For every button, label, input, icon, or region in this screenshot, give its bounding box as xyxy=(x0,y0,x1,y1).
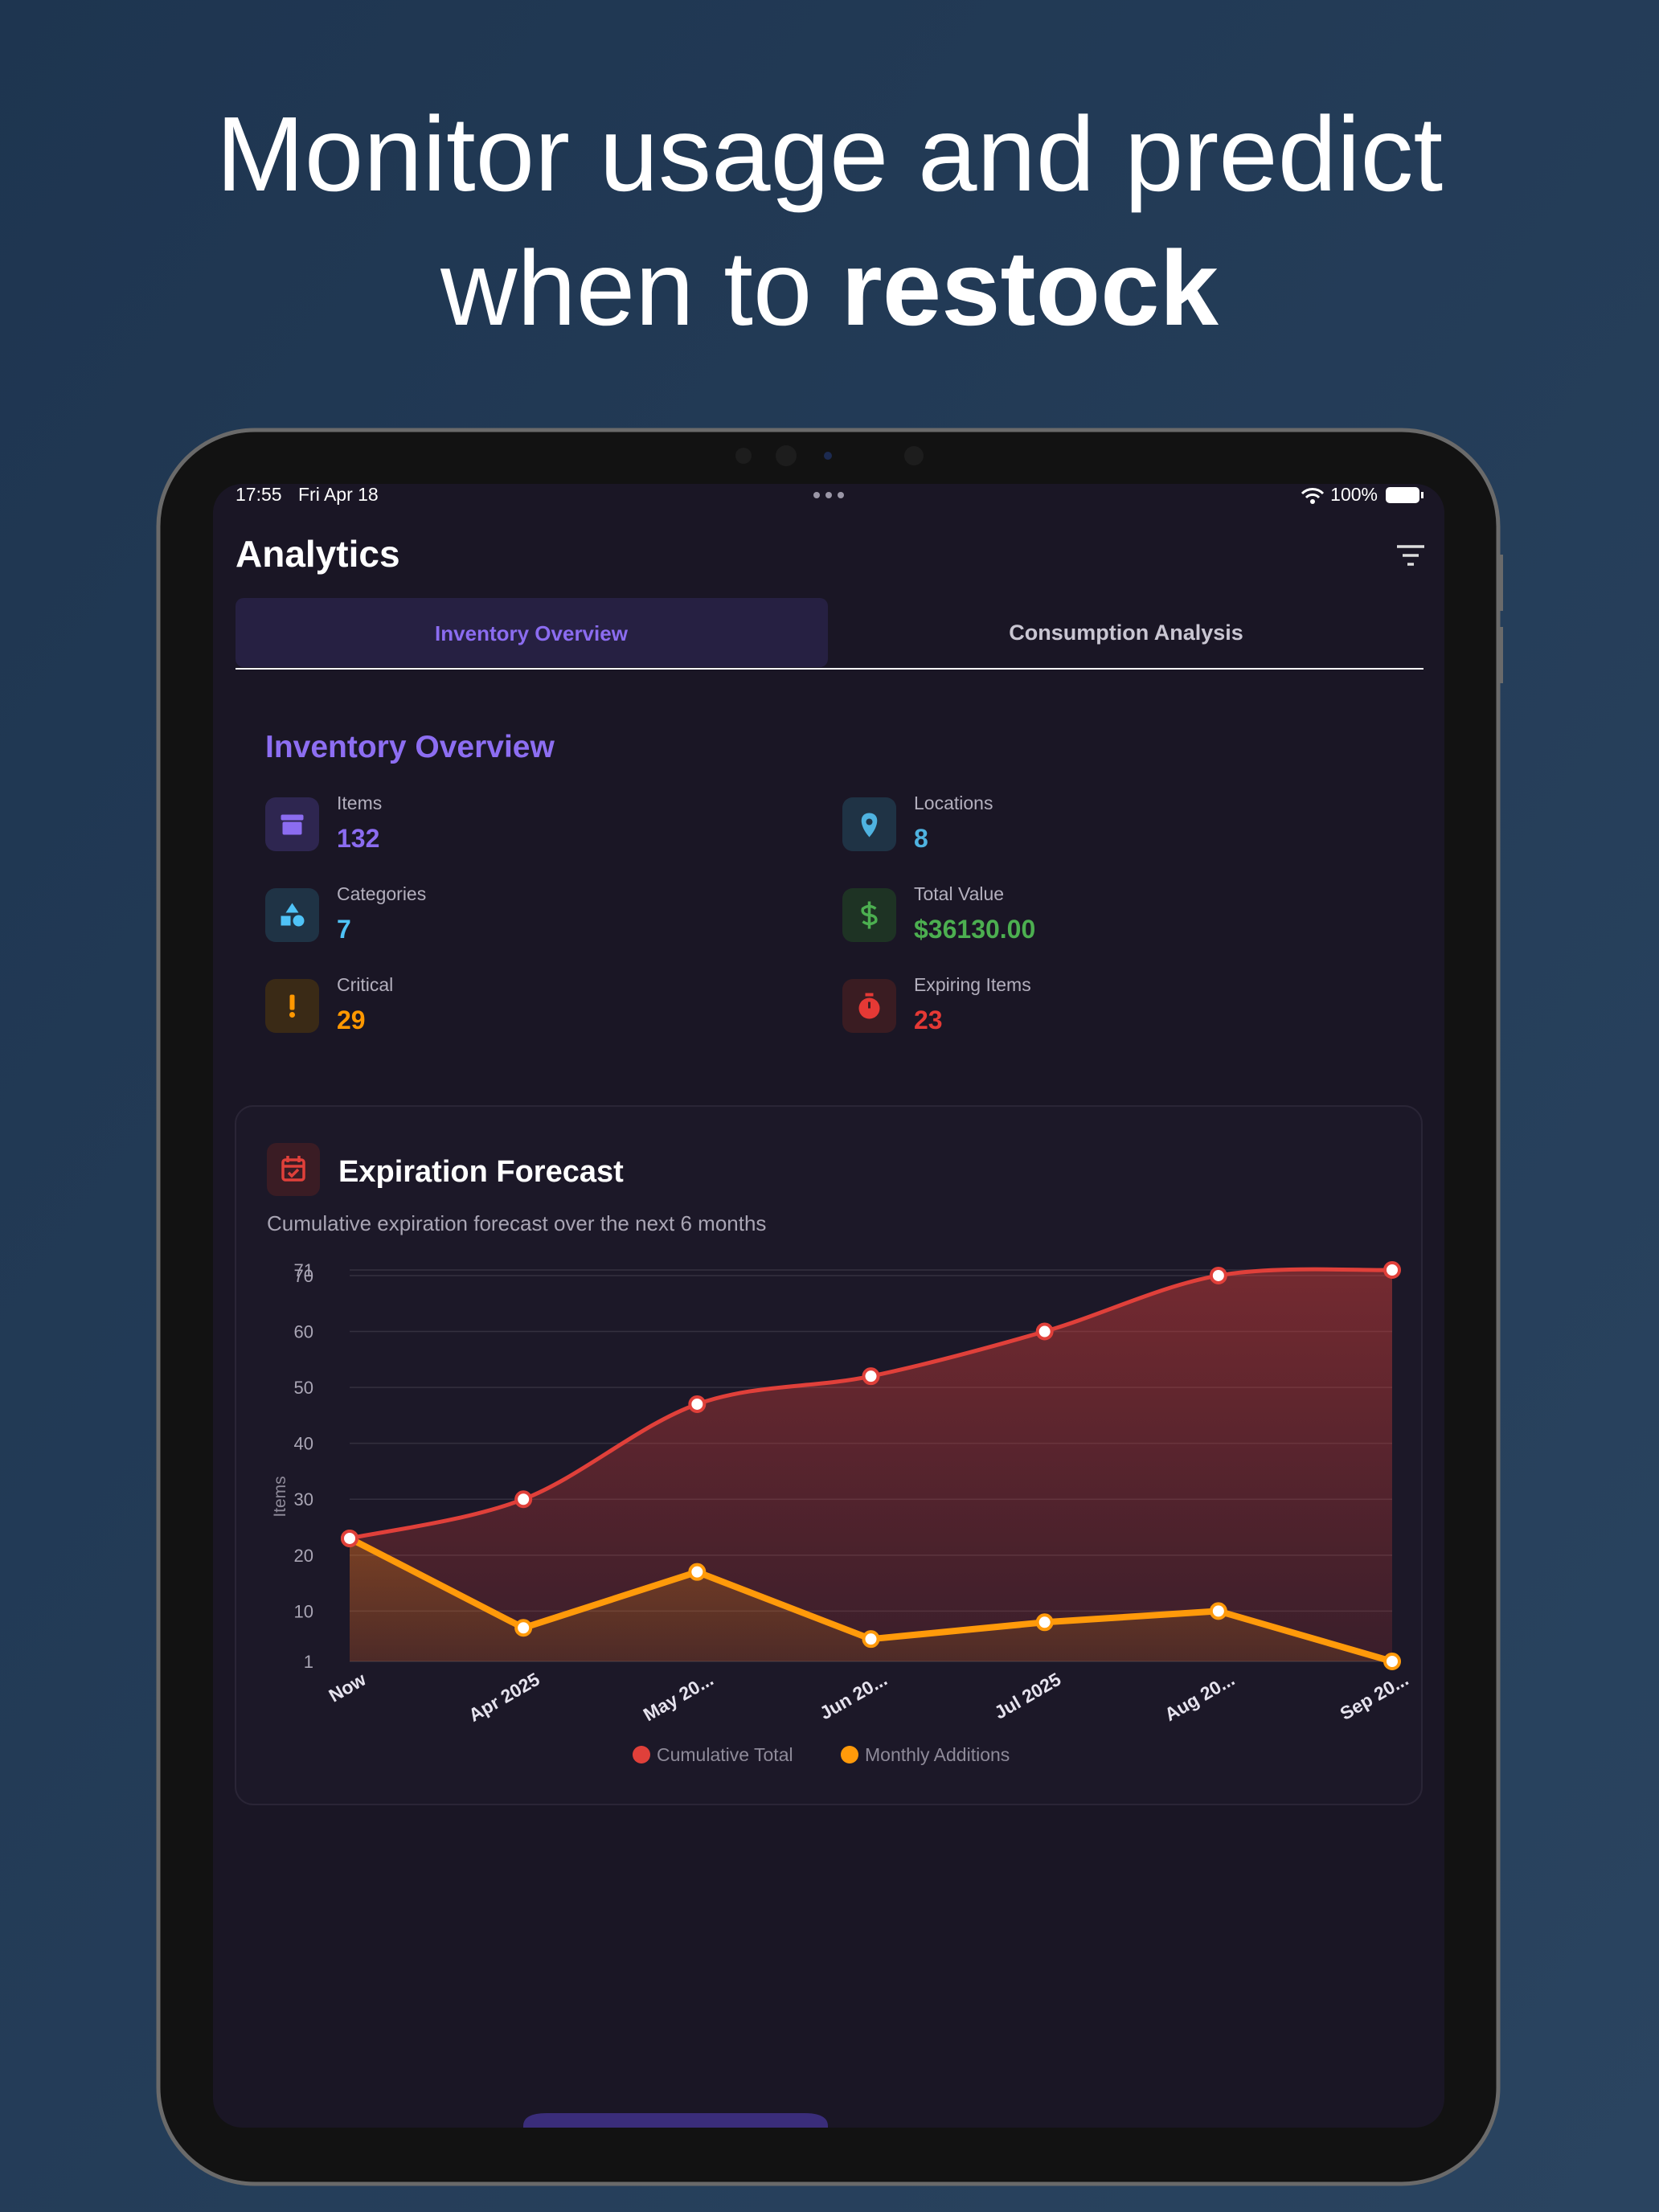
data-point xyxy=(1035,1613,1054,1632)
icon-shape xyxy=(866,818,873,825)
screen-title: Analytics xyxy=(236,533,400,575)
stat-icon-bg xyxy=(265,888,319,942)
y-tick-label: 20 xyxy=(294,1546,313,1566)
camera xyxy=(776,445,797,466)
y-tick-label: 40 xyxy=(294,1434,313,1454)
bottom-button[interactable] xyxy=(523,2113,828,2128)
stat-item: Locations 8 xyxy=(842,793,993,853)
y-tick-label: 30 xyxy=(294,1489,313,1509)
stat-label: Critical xyxy=(337,974,393,995)
icon-shape xyxy=(281,814,304,821)
data-point xyxy=(514,1490,533,1509)
multitask-dots xyxy=(813,492,844,498)
area-fill xyxy=(350,1269,1392,1661)
legend: Cumulative Total Monthly Additions xyxy=(633,1744,1010,1765)
icon-shape xyxy=(281,916,291,926)
headline-text: when to xyxy=(440,229,812,347)
stat-label: Items xyxy=(337,793,382,813)
device-button xyxy=(1498,627,1503,683)
data-point xyxy=(1383,1653,1401,1670)
stat-value: 132 xyxy=(337,824,379,853)
stat-label: Total Value xyxy=(914,883,1004,904)
wifi-icon xyxy=(1301,488,1325,499)
icon-shape xyxy=(289,1012,295,1018)
camera xyxy=(824,452,832,460)
stat-label: Expiring Items xyxy=(914,974,1031,995)
section-title: Inventory Overview xyxy=(265,730,555,764)
headline-line: Monitor usage and predict xyxy=(216,95,1443,213)
y-tick-label: 60 xyxy=(294,1322,313,1342)
y-tick-label: 71 xyxy=(294,1260,313,1280)
stat-value: 8 xyxy=(914,824,928,853)
calendar-icon xyxy=(281,1156,305,1182)
data-point xyxy=(1209,1602,1227,1620)
icon-shape xyxy=(289,994,295,1010)
stat-value: $36130.00 xyxy=(914,915,1035,944)
status-date: Fri Apr 18 xyxy=(298,484,379,505)
tab-selected[interactable] xyxy=(236,598,828,667)
wifi-icon xyxy=(1310,499,1315,504)
chart-title: Expiration Forecast xyxy=(338,1155,624,1189)
data-point xyxy=(1035,1322,1054,1341)
legend-swatch xyxy=(841,1746,858,1763)
icon-shape xyxy=(282,821,302,835)
legend-label: Cumulative Total xyxy=(657,1744,793,1765)
headline-line: when to restock xyxy=(440,229,1219,347)
battery-icon xyxy=(1386,487,1419,503)
filter-button[interactable] xyxy=(1397,545,1424,566)
data-point xyxy=(862,1367,880,1386)
stat-item: Items 132 xyxy=(265,793,382,853)
device-button xyxy=(1498,555,1503,611)
status-time: 17:55 xyxy=(236,484,282,505)
data-point xyxy=(514,1619,533,1637)
camera xyxy=(735,448,752,464)
icon-shape xyxy=(861,901,878,929)
stat-item: Total Value $36130.00 xyxy=(842,883,1035,944)
stat-item: Critical 29 xyxy=(265,974,393,1034)
stat-value: 29 xyxy=(337,1006,366,1034)
y-tick-label: 1 xyxy=(304,1652,313,1672)
data-point xyxy=(341,1529,358,1547)
calendar-icon-bg xyxy=(267,1143,320,1196)
legend-swatch xyxy=(633,1746,650,1763)
data-point xyxy=(688,1395,707,1413)
stat-label: Locations xyxy=(914,793,993,813)
icon-shape xyxy=(293,915,305,927)
icon-shape xyxy=(865,993,874,997)
y-tick-label: 10 xyxy=(294,1601,313,1621)
tab-label[interactable]: Inventory Overview xyxy=(435,621,629,645)
stat-value: 23 xyxy=(914,1006,943,1034)
stats-grid: Items 132 Locations 8 Categories 7 Total Value… xyxy=(265,793,1035,1034)
y-tick-label: 50 xyxy=(294,1378,313,1398)
chart-subtitle: Cumulative expiration forecast over the … xyxy=(267,1211,766,1235)
icon-shape xyxy=(285,903,299,913)
data-point xyxy=(1209,1266,1227,1284)
battery-level: 100% xyxy=(1330,484,1378,505)
stat-item: Categories 7 xyxy=(265,883,426,944)
stat-label: Categories xyxy=(337,883,426,904)
y-axis-label: Items xyxy=(271,1476,289,1517)
battery-icon xyxy=(1421,492,1423,498)
stat-value: 7 xyxy=(337,915,351,944)
stat-item: Expiring Items 23 xyxy=(842,974,1031,1034)
camera xyxy=(904,446,924,465)
tab-label[interactable]: Consumption Analysis xyxy=(1009,621,1243,645)
y-tick-label: 70 xyxy=(294,1266,313,1286)
legend-label: Monthly Additions xyxy=(865,1744,1010,1765)
area-fill xyxy=(350,1538,1392,1661)
data-point xyxy=(1383,1261,1401,1279)
data-point xyxy=(862,1630,880,1649)
headline-emphasis: restock xyxy=(841,229,1219,347)
data-point xyxy=(688,1563,707,1581)
